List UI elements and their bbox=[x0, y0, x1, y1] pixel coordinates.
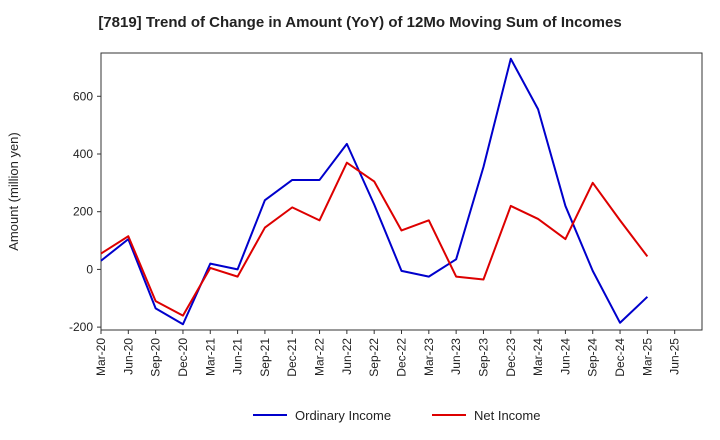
labels-layer: -200 0 200 400 600 Mar-20 Jun-20 Sep-20 Dec-20 Ma… bbox=[6, 89, 682, 376]
x-tick-label: Sep-24 bbox=[586, 338, 600, 377]
y-tick-label: 200 bbox=[73, 205, 93, 219]
x-tick-label: Jun-24 bbox=[558, 338, 572, 375]
series-layer bbox=[100, 57, 649, 326]
plot-frame bbox=[100, 52, 703, 331]
x-tick-label: Mar-23 bbox=[422, 338, 436, 376]
y-tick-label: 600 bbox=[73, 89, 93, 103]
x-tick-label: Jun-20 bbox=[121, 338, 135, 375]
chart-title: [7819] Trend of Change in Amount (YoY) o… bbox=[98, 14, 622, 31]
y-axis-title: Amount (million yen) bbox=[6, 132, 21, 251]
x-tick-label: Jun-22 bbox=[340, 338, 354, 375]
x-tick-label: Sep-21 bbox=[258, 338, 272, 377]
y-tick-label: -200 bbox=[69, 320, 93, 334]
legend-label: Net Income bbox=[474, 408, 540, 423]
y-tick-label: 0 bbox=[86, 262, 93, 276]
x-tick-label: Dec-20 bbox=[176, 338, 190, 377]
x-tick-label: Mar-22 bbox=[313, 338, 327, 376]
x-tick-label: Dec-23 bbox=[504, 338, 518, 377]
x-tick-label: Mar-21 bbox=[203, 338, 217, 376]
x-tick-label: Jun-21 bbox=[231, 338, 245, 375]
x-tick-label: Dec-22 bbox=[395, 338, 409, 377]
x-tick-label: Sep-20 bbox=[149, 338, 163, 377]
x-tick-label: Jun-25 bbox=[668, 338, 682, 375]
x-tick-label: Mar-20 bbox=[94, 338, 108, 376]
y-tick-label: 400 bbox=[73, 147, 93, 161]
axes-layer bbox=[97, 52, 703, 334]
x-tick-label: Sep-23 bbox=[476, 338, 490, 377]
x-tick-label: Dec-21 bbox=[285, 338, 299, 377]
x-tick-label: Dec-24 bbox=[613, 338, 627, 377]
x-tick-label: Sep-22 bbox=[367, 338, 381, 377]
x-tick-label: Mar-25 bbox=[640, 338, 654, 376]
x-tick-label: Jun-23 bbox=[449, 338, 463, 375]
legend: Ordinary Income Net Income bbox=[253, 408, 540, 423]
x-tick-label: Mar-24 bbox=[531, 338, 545, 376]
legend-label: Ordinary Income bbox=[295, 408, 391, 423]
